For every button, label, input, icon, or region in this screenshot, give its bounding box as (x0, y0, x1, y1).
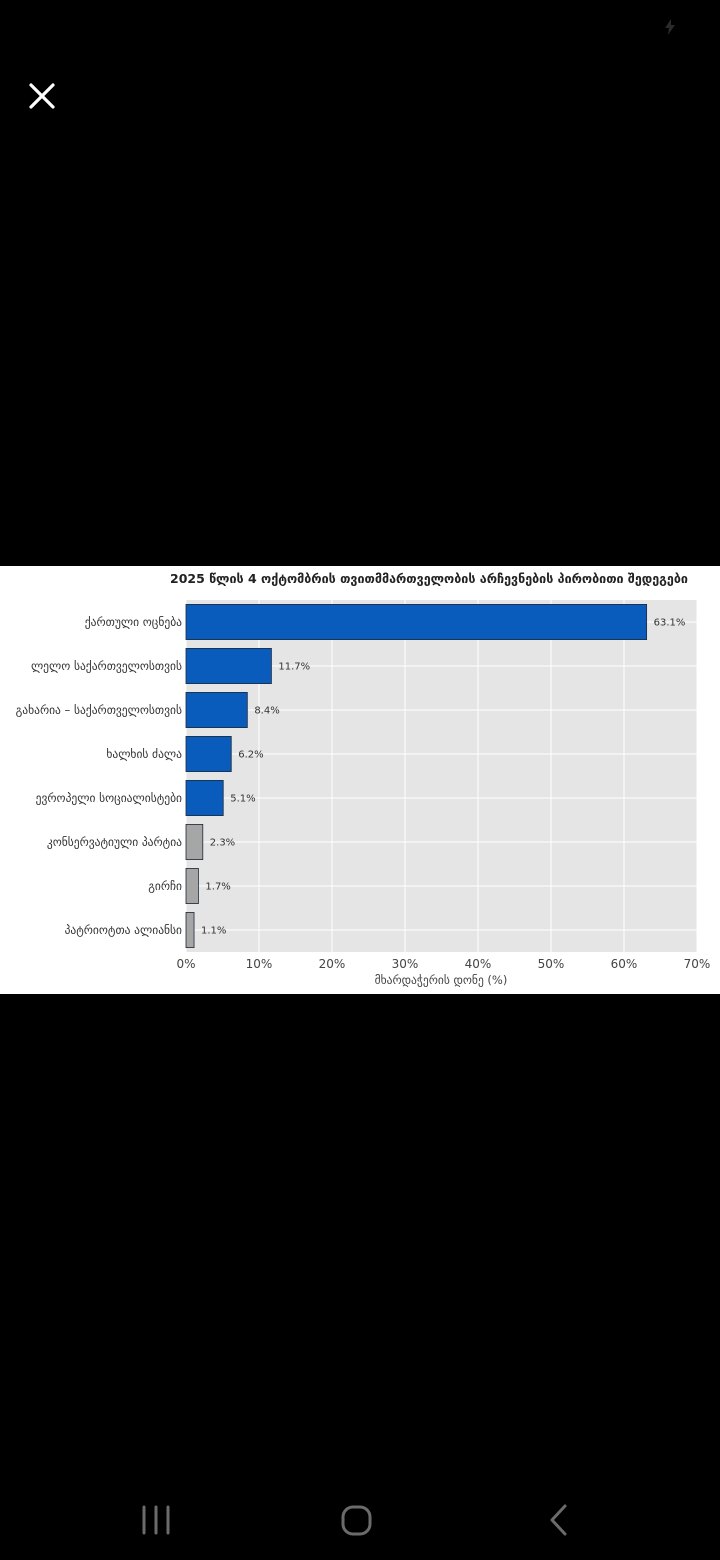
value-label: 5.1% (230, 794, 255, 805)
value-label: 2.3% (210, 838, 235, 849)
category-label: ქართული ოცნება (85, 615, 182, 629)
value-label: 11.7% (278, 662, 310, 673)
category-labels: ქართული ოცნება ლელო საქართველოსთვის გახარი… (16, 615, 183, 937)
value-labels: 63.1% 11.7% 8.4% 6.2% 5.1% 2.3% 1.7% 1.1% (201, 618, 685, 937)
bars (185, 604, 648, 948)
x-axis-label: მხარდაჭერის დონე (%) (375, 973, 508, 987)
value-label: 1.7% (205, 882, 230, 893)
value-label: 8.4% (254, 706, 279, 717)
category-label: ხალხის ძალა (106, 747, 182, 761)
close-icon (29, 83, 55, 109)
bar (185, 648, 272, 685)
back-button[interactable] (529, 1498, 589, 1542)
home-icon (341, 1505, 372, 1536)
bar-chart: 2025 წლის 4 ოქტომბრის თვითმმართველობის ა… (16, 571, 711, 987)
bar (185, 735, 232, 772)
x-tick-label: 20% (319, 957, 346, 971)
value-label: 6.2% (238, 750, 263, 761)
bar (185, 823, 204, 860)
category-label: კონსერვატიული პარტია (47, 835, 182, 849)
category-label: პატრიოტთა ალიანსი (65, 923, 182, 937)
recent-apps-button[interactable] (126, 1498, 186, 1542)
x-tick-label: 60% (611, 957, 638, 971)
chart-title: 2025 წლის 4 ოქტომბრის თვითმმართველობის ა… (170, 571, 688, 586)
x-tick-label: 10% (246, 957, 273, 971)
x-tick-label: 40% (465, 957, 492, 971)
x-tick-labels: 0% 10% 20% 30% 40% 50% 60% 70% (176, 957, 710, 971)
chart-image: 2025 წლის 4 ოქტომბრის თვითმმართველობის ა… (0, 566, 720, 994)
x-tick-label: 70% (684, 957, 711, 971)
category-label: ლელო საქართველოსთვის (31, 659, 182, 673)
bar (185, 867, 199, 904)
bar (185, 779, 224, 816)
back-icon (550, 1504, 567, 1536)
category-label: ევროპელი სოციალისტები (36, 791, 182, 805)
bar (185, 692, 248, 729)
category-label: გირჩი (148, 879, 182, 893)
category-label: გახარია – საქართველოსთვის (16, 703, 182, 717)
flash-icon (665, 19, 675, 35)
x-tick-label: 0% (176, 957, 195, 971)
close-button[interactable] (22, 76, 62, 116)
value-label: 63.1% (654, 618, 686, 629)
navigation-bar (0, 1480, 720, 1560)
home-button[interactable] (327, 1498, 387, 1542)
x-tick-label: 30% (392, 957, 419, 971)
bar (185, 604, 648, 641)
value-label: 1.1% (201, 926, 226, 937)
recent-apps-icon (142, 1505, 170, 1535)
bar (185, 911, 195, 948)
x-tick-label: 50% (538, 957, 565, 971)
